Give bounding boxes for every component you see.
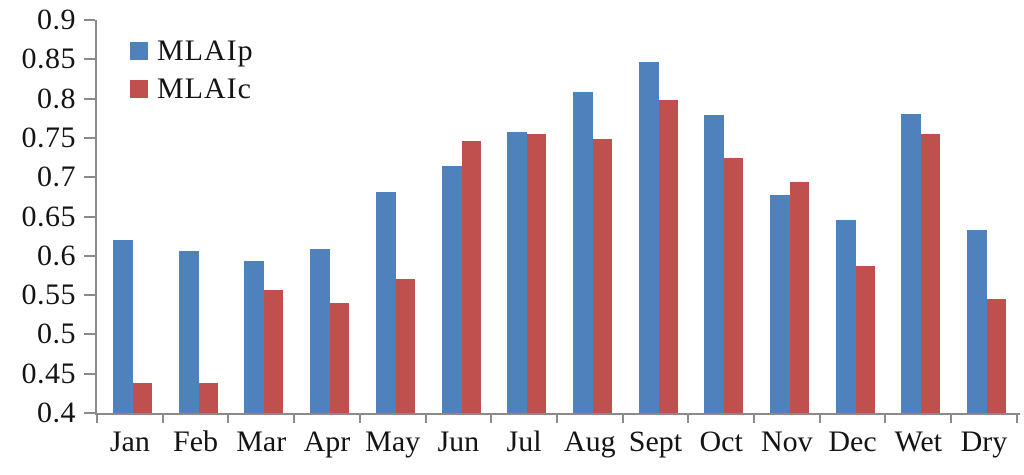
legend-label-mlaip: MLAIp: [157, 34, 254, 67]
x-axis-tick: [358, 415, 361, 423]
x-axis-tick: [1015, 415, 1018, 423]
y-axis-tick-label: 0.4: [37, 396, 76, 429]
x-axis-tick: [555, 415, 558, 423]
y-axis-tick-label: 0.8: [37, 81, 76, 115]
x-axis-line: [95, 413, 1020, 415]
bar-mlaip-nov: [770, 195, 790, 413]
y-axis-tick: [84, 372, 95, 375]
x-axis-category-label: Jan: [109, 425, 150, 458]
x-axis-category-label: Dec: [828, 425, 877, 458]
bar-mlaip-dry: [967, 229, 988, 413]
mlaic-color-swatch-icon: [130, 80, 148, 98]
y-axis-tick-label: 0.9: [37, 3, 76, 36]
legend: MLAIp MLAIc: [130, 36, 254, 104]
bar-mlaic-jul: [527, 133, 547, 413]
x-axis-tick: [490, 415, 493, 423]
y-axis-tick-label: 0.45: [21, 356, 76, 390]
bar-mlaip-may: [375, 192, 396, 413]
y-axis-tick-label: 0.85: [21, 42, 76, 76]
y-axis-tick: [84, 136, 95, 139]
bar-mlaic-sept: [658, 100, 678, 413]
y-axis-tick: [84, 215, 95, 218]
x-axis-tick: [424, 415, 427, 423]
x-axis-tick: [161, 415, 164, 423]
bar-mlaip-aug: [572, 91, 593, 413]
y-axis-tick: [84, 294, 95, 297]
x-axis-category-label: May: [365, 425, 421, 458]
x-axis-category-label: Feb: [173, 425, 219, 458]
bar-mlaic-wet: [921, 133, 941, 413]
legend-item-mlaip: MLAIp: [130, 36, 254, 66]
legend-label-mlaic: MLAIc: [157, 72, 252, 105]
bar-mlaip-jul: [507, 131, 528, 413]
bar-mlaip-wet: [901, 113, 922, 413]
x-axis-category-label: Apr: [303, 425, 351, 458]
bar-mlaip-jan: [113, 240, 133, 413]
bar-mlaic-jan: [133, 383, 152, 413]
bar-mlaip-jun: [441, 166, 462, 413]
y-axis-tick: [84, 412, 95, 414]
x-axis-tick: [818, 415, 821, 423]
x-axis-category-label: Nov: [761, 425, 813, 458]
y-axis-tick: [84, 333, 95, 336]
y-axis-tick: [84, 254, 95, 257]
bar-mlaip-feb: [178, 251, 199, 413]
y-axis-tick-label: 0.55: [21, 278, 76, 312]
bar-mlaic-feb: [198, 383, 218, 413]
bar-mlaic-aug: [592, 139, 612, 413]
bar-mlaip-mar: [244, 260, 265, 413]
x-axis-tick: [687, 415, 690, 423]
x-axis-tick: [293, 415, 296, 423]
bar-mlaip-dec: [835, 220, 856, 413]
y-axis-tick-label: 0.65: [21, 199, 76, 233]
x-axis-tick: [96, 415, 98, 423]
x-axis-tick: [227, 415, 230, 423]
bar-mlaic-apr: [330, 302, 350, 413]
y-axis-tick-label: 0.6: [37, 238, 76, 272]
x-axis-tick: [753, 415, 755, 423]
x-axis-tick: [621, 415, 624, 423]
bar-mlaic-mar: [264, 290, 284, 413]
legend-item-mlaic: MLAIc: [130, 74, 254, 104]
x-axis-category-label: Mar: [236, 425, 287, 458]
bar-mlaip-sept: [638, 61, 659, 413]
x-axis-category-label: Dry: [960, 425, 1008, 458]
bar-mlaip-oct: [704, 115, 725, 413]
bar-mlaic-dry: [987, 299, 1007, 413]
y-axis-tick: [84, 97, 95, 100]
bar-mlaip-apr: [310, 248, 331, 413]
y-axis-tick: [84, 176, 95, 179]
bar-mlaic-may: [395, 278, 415, 413]
x-axis-category-label: Sept: [628, 425, 683, 458]
x-axis-tick: [950, 415, 953, 423]
bar-mlaic-dec: [855, 266, 875, 413]
x-axis-tick: [884, 415, 887, 423]
bar-mlaic-nov: [790, 181, 809, 413]
x-axis-category-label: Aug: [563, 425, 616, 458]
y-axis-line: [95, 20, 97, 415]
y-axis-tick-label: 0.7: [37, 160, 76, 194]
x-axis-category-label: Oct: [699, 425, 743, 458]
y-axis-tick-label: 0.75: [21, 120, 76, 154]
y-axis-tick-label: 0.5: [37, 317, 76, 351]
bar-mlaic-jun: [461, 141, 481, 413]
x-axis-category-label: Wet: [894, 425, 943, 458]
y-axis-tick: [84, 19, 95, 21]
bar-mlaic-oct: [724, 158, 744, 413]
x-axis-category-label: Jun: [437, 425, 480, 458]
mlaip-color-swatch-icon: [130, 42, 148, 60]
y-axis-tick: [84, 58, 95, 61]
x-axis-category-label: Jul: [506, 425, 542, 458]
